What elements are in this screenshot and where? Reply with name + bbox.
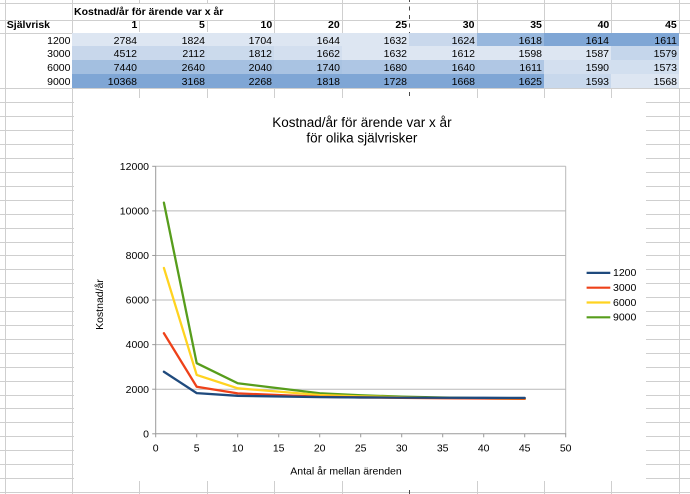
- svg-text:6000: 6000: [613, 296, 637, 308]
- svg-text:Antal år mellan ärenden: Antal år mellan ärenden: [290, 465, 402, 477]
- svg-text:8000: 8000: [125, 250, 149, 262]
- svg-text:för olika självrisker: för olika självrisker: [306, 130, 418, 145]
- svg-text:9000: 9000: [613, 311, 637, 323]
- svg-text:Kostnad/år: Kostnad/år: [94, 278, 106, 329]
- svg-text:40: 40: [477, 442, 489, 454]
- svg-text:0: 0: [143, 428, 149, 440]
- svg-text:15: 15: [272, 442, 284, 454]
- svg-text:10: 10: [231, 442, 243, 454]
- svg-text:45: 45: [518, 442, 530, 454]
- svg-text:50: 50: [559, 442, 571, 454]
- svg-text:Kostnad/år för ärende var x år: Kostnad/år för ärende var x år: [272, 114, 452, 129]
- svg-text:25: 25: [354, 442, 366, 454]
- svg-text:3000: 3000: [613, 282, 637, 294]
- svg-text:6000: 6000: [125, 294, 149, 306]
- svg-text:0: 0: [152, 442, 158, 454]
- svg-text:1200: 1200: [613, 267, 637, 279]
- svg-text:10000: 10000: [119, 205, 148, 217]
- svg-text:35: 35: [436, 442, 448, 454]
- svg-text:20: 20: [313, 442, 325, 454]
- svg-text:12000: 12000: [119, 160, 148, 172]
- svg-text:4000: 4000: [125, 339, 149, 351]
- svg-text:5: 5: [193, 442, 199, 454]
- svg-text:30: 30: [395, 442, 407, 454]
- svg-text:2000: 2000: [125, 383, 149, 395]
